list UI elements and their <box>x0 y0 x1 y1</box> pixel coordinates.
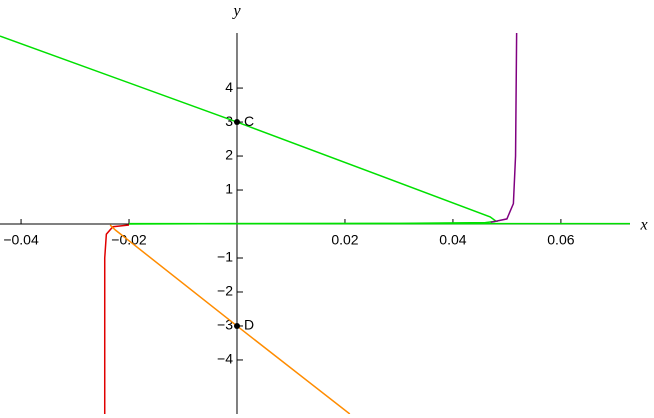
y-tick-label: 3 <box>225 113 233 129</box>
y-axis-label: y <box>231 3 241 20</box>
point <box>233 322 240 329</box>
curve <box>0 35 499 225</box>
x-tick-label: −0.02 <box>111 232 147 248</box>
point <box>233 119 240 126</box>
point-label: C <box>244 113 254 129</box>
y-tick-label: −1 <box>217 249 233 265</box>
curve <box>490 33 518 224</box>
y-tick-label: −3 <box>217 317 233 333</box>
curve <box>103 224 130 414</box>
curve <box>109 224 351 414</box>
y-tick-label: −2 <box>217 283 233 299</box>
x-tick-label: −0.04 <box>3 232 39 248</box>
x-axis-label: x <box>639 217 647 234</box>
x-tick-label: 0.02 <box>331 232 358 248</box>
x-tick-label: 0.06 <box>547 232 574 248</box>
y-tick-label: −4 <box>217 351 233 367</box>
y-tick-label: 1 <box>225 181 233 197</box>
point-label: D <box>244 317 254 333</box>
y-tick-label: 2 <box>225 147 233 163</box>
y-tick-label: 4 <box>225 79 233 95</box>
x-tick-label: 0.04 <box>439 232 466 248</box>
plot-area <box>0 33 630 414</box>
